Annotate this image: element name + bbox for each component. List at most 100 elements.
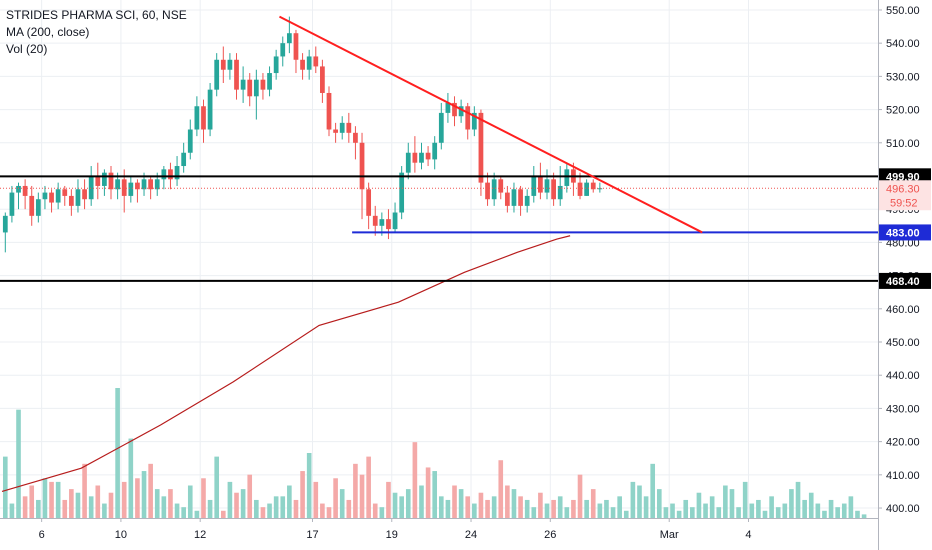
candle-body [273,56,279,74]
volume-bar [795,481,801,518]
candle-body [366,189,372,216]
volume-bar [505,485,510,518]
candle-body [2,215,8,233]
volume-bar [524,499,530,518]
time-tick-label: 19 [386,529,398,541]
volume-bar [405,489,411,518]
candle-body [68,195,74,206]
candle-body [154,179,160,190]
volume-bar [220,510,226,518]
ma-indicator-label[interactable]: MA (200, close) [6,25,90,39]
candle-body [524,195,530,206]
candle-body [438,112,444,143]
volume-bar [485,499,490,518]
price-tick-label: 420.00 [886,437,920,449]
volume-bar [320,503,325,518]
volume-bar [637,485,642,518]
volume-bar [584,499,589,518]
trend-line [278,15,703,234]
candle-body [313,56,319,67]
volume-bar [300,471,305,518]
volume-bar [148,463,153,518]
candle-body [201,106,206,130]
candle-body [181,152,187,167]
candle-body [372,215,378,226]
volume-bar [630,481,636,518]
time-tick-label: 4 [745,529,751,541]
candle-body [392,212,398,230]
volume-bar [69,489,74,518]
volume-bar [590,489,596,518]
volume-bar [696,492,702,518]
volume-bar [703,503,708,518]
volume-bar [187,485,193,518]
price-tick-label: 520.00 [886,105,920,117]
candle-body [234,59,239,90]
volume-bar [293,499,299,518]
volume-bar [742,481,748,518]
candle-body [551,179,556,200]
candle-body [293,33,299,60]
volume-bar [22,496,28,518]
candle-body [590,182,596,190]
candle-body [306,56,312,70]
candle-body [148,179,154,190]
volume-bar [82,463,87,518]
volume-bar [518,496,523,518]
volume-bar [399,496,404,518]
time-tick-label: 6 [39,529,45,541]
price-tick-label: 440.00 [886,370,920,382]
volume-bar [254,499,259,518]
candle-body [35,199,41,216]
volume-bar [472,503,477,518]
candle-body [458,106,464,117]
symbol-title[interactable]: STRIDES PHARMA SCI, 60, NSE [6,8,187,22]
candle-body [544,179,550,193]
volume-bar [42,478,48,518]
candle-body [115,179,120,190]
volume-bar [16,409,21,518]
candle-body [399,172,405,213]
low-price-label: 468.40 [886,276,920,288]
volume-bar [577,474,583,518]
candle-body [286,33,292,44]
volume-bar [240,489,246,518]
volume-bar [683,499,689,518]
volume-bar [808,492,814,518]
low-price-label-bg [879,272,931,289]
volume-bar [273,496,279,518]
candle-body [161,169,167,180]
volume-indicator-label[interactable]: Vol (20) [6,42,48,56]
volume-bar [749,503,755,518]
time-axis-bg [0,518,878,550]
volume-bar [617,496,622,518]
candle-body [386,219,391,230]
volume-bar [802,499,807,518]
candle-body [445,102,451,113]
candle-body [121,179,127,196]
candle-body [240,79,246,90]
volume-bar [88,496,94,518]
volume-bar [709,496,715,518]
volume-bar [769,496,774,518]
volume-bar [511,489,517,518]
volume-bar [491,496,497,518]
volume-bar [762,510,768,518]
volume-bar [623,510,629,518]
countdown-label: 59:52 [890,197,918,209]
volume-bar [650,463,656,518]
volume-bar [643,496,649,518]
volume-bar [498,460,504,518]
time-axis[interactable]: 6 10 12 17 19 24 26 Mar 4 [0,518,878,550]
volume-bar [313,481,319,518]
volume-bar [181,507,186,518]
volume-bar [597,503,603,518]
candle-body [227,59,233,70]
volume-bar [267,503,272,518]
candle-body [326,92,332,130]
volume-bar [782,503,788,518]
candle-body [141,179,147,190]
candle-body [405,152,411,173]
volume-bar [29,485,35,518]
